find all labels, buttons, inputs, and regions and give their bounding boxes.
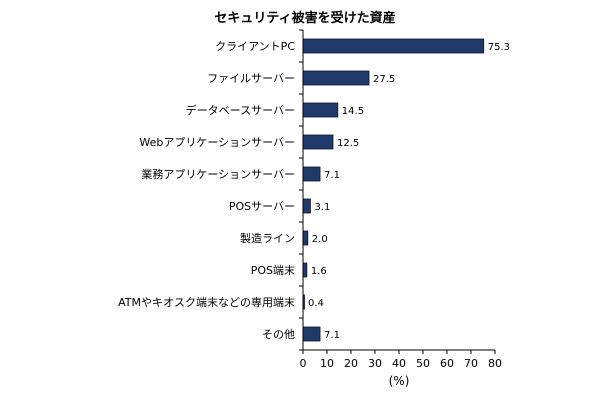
category-label: データベースサーバー — [186, 103, 295, 117]
category-label: その他 — [262, 328, 295, 341]
category-label: 製造ライン — [240, 231, 295, 245]
x-tick-label: 60 — [440, 357, 454, 370]
bar-value-label: 7.1 — [324, 330, 340, 341]
category-label: Webアプリケーションサーバー — [139, 136, 295, 149]
bar — [302, 134, 334, 150]
bar-value-label: 0.4 — [308, 298, 324, 309]
bar — [302, 38, 485, 54]
category-label: POSサーバー — [229, 200, 295, 213]
bar-value-label: 14.5 — [342, 106, 364, 117]
x-tick-label: 50 — [416, 357, 430, 370]
bar — [302, 70, 370, 86]
bar-value-label: 12.5 — [337, 138, 359, 149]
chart-title: セキュリティ被害を受けた資産 — [214, 10, 395, 26]
x-tick-label: 40 — [392, 357, 406, 370]
bar — [302, 166, 321, 182]
bars-layer: 75.3 27.5 14.5 12.5 7.1 3.1 2.0 1.6 0.4 7.1 — [302, 38, 510, 342]
bar — [302, 326, 321, 342]
category-label: ファイルサーバー — [207, 72, 295, 85]
bar-value-label: 2.0 — [312, 234, 328, 245]
bar — [302, 262, 308, 278]
bar-value-label: 7.1 — [324, 170, 340, 181]
bar — [302, 102, 339, 118]
bar-value-label: 3.1 — [314, 202, 330, 213]
x-tick-label: 0 — [300, 357, 307, 370]
x-tick-label: 80 — [488, 357, 502, 370]
category-label: 業務アプリケーションサーバー — [141, 167, 295, 181]
x-tick-label: 20 — [344, 357, 358, 370]
bar — [302, 230, 309, 246]
category-label: クライアントPC — [215, 40, 295, 53]
category-label: ATMやキオスク端末などの専用端末 — [118, 295, 295, 309]
bar-value-label: 75.3 — [488, 42, 510, 53]
x-tick-label: 10 — [320, 357, 334, 370]
bar-value-label: 27.5 — [373, 74, 395, 85]
bar-value-label: 1.6 — [311, 266, 327, 277]
bar — [302, 198, 311, 214]
category-label: POS端末 — [251, 263, 295, 277]
x-tick-label: 70 — [464, 357, 478, 370]
x-axis-label: (%) — [389, 374, 410, 388]
x-tick-label: 30 — [368, 357, 382, 370]
